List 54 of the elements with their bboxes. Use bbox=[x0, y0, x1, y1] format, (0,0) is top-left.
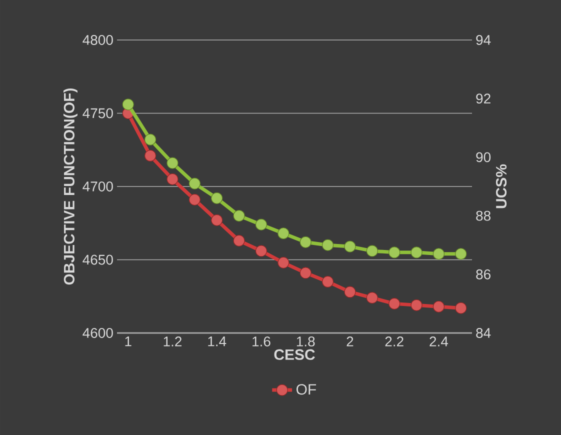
point bbox=[432, 248, 445, 260]
point bbox=[255, 218, 268, 230]
y2-tick-label: 90 bbox=[476, 152, 491, 162]
point bbox=[144, 134, 156, 146]
x-tick-label: 1.8 bbox=[296, 336, 315, 346]
point bbox=[344, 286, 356, 298]
point bbox=[366, 292, 378, 304]
point bbox=[188, 178, 200, 190]
x-tick-label: 2.2 bbox=[385, 336, 404, 346]
x-tick-label: 1 bbox=[125, 336, 132, 346]
point bbox=[166, 173, 178, 185]
x-tick-label: 1.4 bbox=[208, 336, 226, 346]
point bbox=[211, 214, 223, 226]
point bbox=[410, 299, 422, 311]
point bbox=[144, 150, 156, 162]
x-tick-label: 2 bbox=[346, 336, 354, 346]
point bbox=[300, 267, 312, 279]
y2-tick-label: 86 bbox=[476, 269, 490, 280]
point bbox=[366, 245, 378, 257]
x-tick-label: 1.2 bbox=[164, 336, 182, 346]
x-tick-label: 2.4 bbox=[430, 336, 448, 346]
point bbox=[278, 256, 290, 268]
point bbox=[211, 192, 223, 204]
point bbox=[122, 98, 134, 110]
point bbox=[300, 236, 312, 248]
y-axis-title: OBJECTIVE FUNCTION(OF) bbox=[63, 88, 78, 285]
y2-tick-label: 88 bbox=[476, 210, 491, 221]
y2-tick-label: 92 bbox=[476, 94, 490, 104]
x-axis-title: CESC bbox=[274, 349, 315, 360]
y-tick-label: 4650 bbox=[82, 254, 113, 265]
point bbox=[344, 240, 356, 252]
point bbox=[455, 302, 467, 314]
point bbox=[188, 194, 200, 206]
y2-axis-title: UCS% bbox=[496, 164, 507, 208]
point bbox=[322, 276, 334, 288]
point bbox=[233, 234, 245, 246]
point bbox=[410, 246, 422, 258]
y2-tick-label: 94 bbox=[476, 35, 491, 45]
point bbox=[278, 228, 290, 240]
point bbox=[233, 210, 245, 222]
x-tick-label: 1.6 bbox=[252, 336, 270, 346]
point bbox=[388, 246, 400, 258]
y-tick-label: 4750 bbox=[82, 108, 113, 118]
y-tick-label: 4600 bbox=[82, 328, 113, 338]
y2-tick-label: 84 bbox=[476, 328, 491, 338]
y-tick-label: 4800 bbox=[82, 35, 113, 45]
legend-label: OF bbox=[296, 384, 316, 395]
point bbox=[166, 157, 178, 169]
point bbox=[455, 248, 467, 260]
point bbox=[322, 239, 334, 251]
point bbox=[432, 300, 445, 312]
point bbox=[388, 298, 400, 310]
point bbox=[255, 245, 268, 257]
y-tick-label: 4700 bbox=[82, 182, 113, 192]
